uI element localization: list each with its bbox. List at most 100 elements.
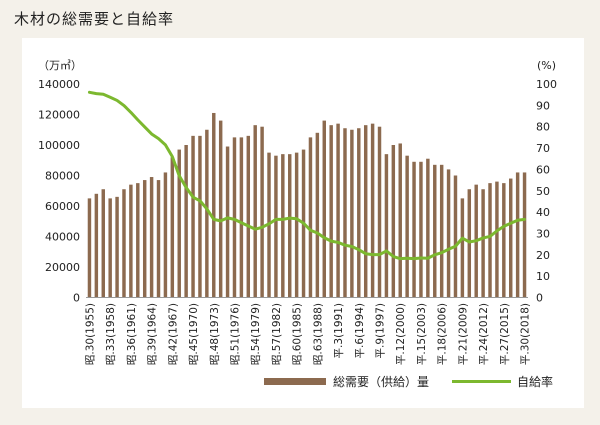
bar-1961 [129,184,133,298]
y-right-ticks: 0 10 20 30 40 50 60 70 80 90 100 [536,78,557,305]
bar-1969 [184,145,188,298]
x-tick-label: 昭.54(1979) [250,303,262,365]
y-right-tick-label: 40 [536,206,550,219]
y-right-tick-label: 10 [536,270,550,283]
bar-1956 [94,193,99,298]
y-right-unit: (%) [537,59,556,72]
bar-1962 [136,183,140,298]
x-tick-label: 平.21(2009) [457,303,469,365]
bar-1976 [232,137,237,298]
y-right-tick-label: 90 [536,99,550,112]
x-tick-label: 平.27(2015) [499,303,511,365]
x-tick-label: 平.18(2006) [437,303,449,365]
bar-1991 [336,123,340,298]
y-left-tick-label: 60000 [45,200,80,213]
y-left-unit: （万㎥） [38,59,82,72]
bar-1973 [212,112,216,298]
y-right-tick-label: 30 [536,227,550,240]
y-left-tick-label: 20000 [45,261,80,274]
bar-1993 [350,129,354,298]
x-tick-label: 昭.39(1964) [147,303,159,365]
bar-1988 [315,132,320,298]
bar-1982 [274,155,278,298]
x-tick-label: 平.15(2003) [416,303,428,365]
page-title: 木材の総需要と自給率 [14,10,175,28]
bar-1984 [288,154,292,298]
bar-1960 [122,189,126,298]
y-left-tick-label: 100000 [38,139,80,152]
bar-1980 [260,126,264,298]
bar-2008 [453,175,458,298]
legend-bar-label: 総需要（供給）量 [333,375,429,389]
x-tick-label: 平.30(2018) [520,303,532,365]
bar-2013 [488,183,492,298]
bar-1959 [115,196,119,298]
bar-1998 [384,154,389,298]
y-left-tick-label: 140000 [38,78,80,91]
y-right-tick-label: 0 [536,292,543,305]
x-tick-label: 昭.57(1982) [271,303,283,365]
bar-1964 [149,177,154,298]
line-series-group [87,90,527,261]
x-tick-label: 平.3(1991) [333,303,345,358]
bar-1987 [308,137,313,298]
bar-1979 [253,125,257,298]
x-tick-labels: 昭.30(1955) 昭.33(1958) 昭.36(1961) 昭.39(1964)… [84,303,531,365]
y-left-tick-label: 0 [73,292,80,305]
bar-1965 [156,180,161,298]
bar-2004 [426,158,430,298]
bar-2002 [412,161,416,298]
legend: 総需要（供給）量 自給率 [264,374,553,389]
bar-1966 [163,172,168,298]
bar-1978 [246,135,251,298]
bar-1958 [108,198,112,298]
x-tick-label: 昭.33(1958) [105,303,117,365]
bar-1963 [142,180,147,298]
x-tick-label: 昭.51(1976) [229,303,241,365]
legend-line-label: 自給率 [517,374,553,389]
bar-1999 [391,145,396,298]
bar-1971 [198,135,202,298]
bar-1968 [177,149,181,298]
x-tick-label: 昭.42(1967) [167,303,179,365]
bar-1975 [225,146,230,298]
bar-2016 [509,178,513,298]
bar-1957 [101,189,105,298]
bar-2001 [405,155,409,298]
chart-canvas: （万㎥） (%) 0 20000 40000 60000 80000 100000 1200… [38,59,557,389]
bar-2000 [398,143,402,298]
bar-series-group [87,112,527,298]
bar-2006 [439,164,444,298]
x-tick-label: 昭.45(1970) [188,303,200,365]
bar-2014 [495,181,499,298]
bar-1985 [294,152,299,298]
bar-1974 [218,120,223,298]
x-tick-label: 昭.48(1973) [209,303,221,365]
y-right-tick-label: 100 [536,78,557,91]
y-left-tick-label: 80000 [45,170,80,183]
x-tick-label: 平.9(1997) [375,303,387,358]
y-right-tick-label: 80 [536,121,550,134]
y-right-tick-label: 70 [536,142,550,155]
bar-1994 [357,128,361,298]
bar-1977 [239,137,244,298]
x-tick-label: 平.24(2012) [478,303,490,365]
chart-panel: （万㎥） (%) 0 20000 40000 60000 80000 100000 1200… [22,38,584,408]
bar-2009 [460,198,465,298]
bar-1997 [377,126,382,298]
bar-2018 [522,172,527,298]
legend-bar-swatch [264,378,326,385]
x-tick-label: 昭.63(1988) [312,303,324,365]
bar-2017 [515,172,520,298]
bar-2003 [419,161,423,298]
bar-1992 [343,128,347,298]
y-right-tick-label: 50 [536,185,550,198]
y-right-tick-label: 20 [536,249,550,262]
x-tick-label: 昭.60(1985) [292,303,304,365]
y-right-tick-label: 60 [536,163,550,176]
x-tick-label: 昭.36(1961) [126,303,138,365]
axes-group: （万㎥） (%) [38,59,556,298]
bar-1970 [191,135,195,298]
bar-1990 [329,125,333,298]
bar-1972 [205,129,209,298]
